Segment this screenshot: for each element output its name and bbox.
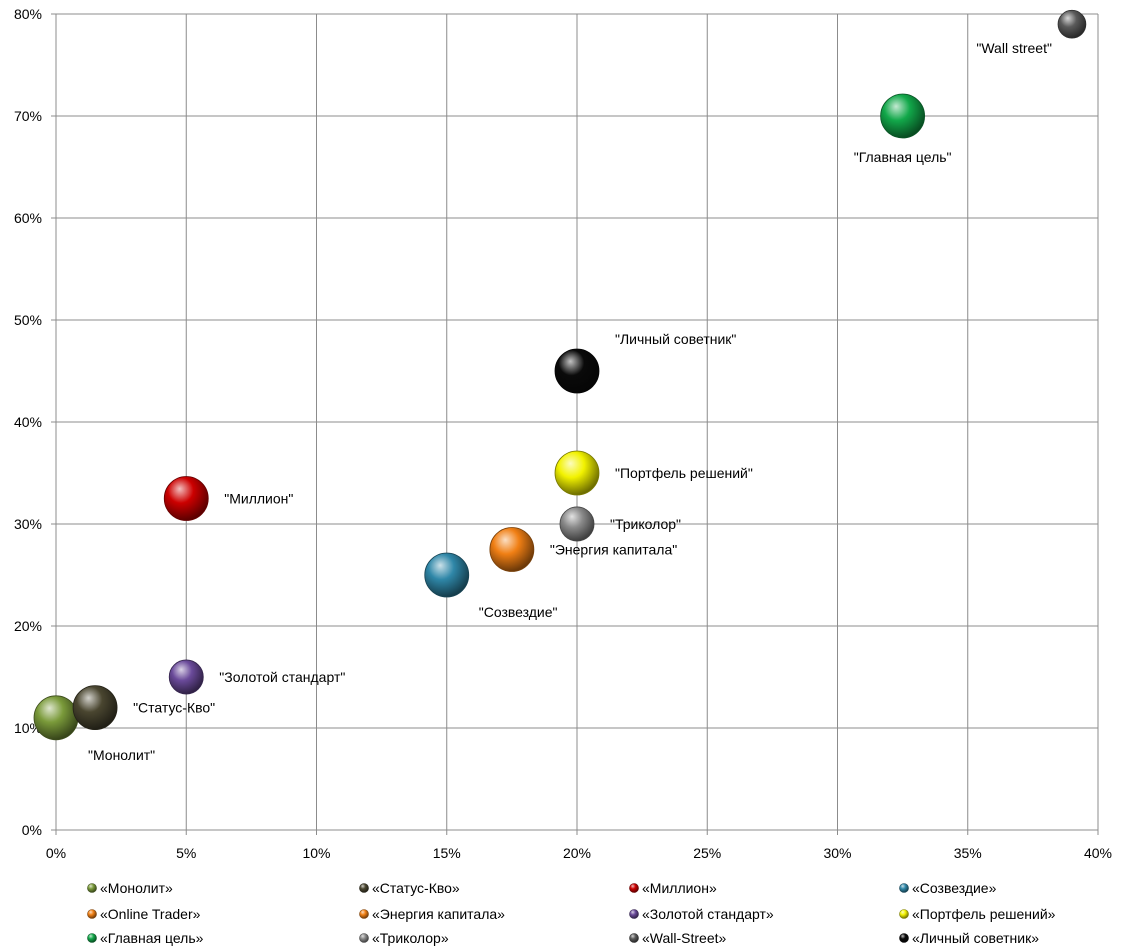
x-tick-label: 25% [693,845,721,861]
legend: «Монолит» «Статус-Кво» «Миллион» «Созвездие… [87,880,1056,946]
bubble-триколор [559,506,595,542]
data-label-триколор: "Триколор" [610,516,681,532]
legend-item-личный-советник: «Личный советник» [899,930,1039,946]
bubble-энергия-капитала [489,527,535,572]
y-tick-label: 0% [22,822,42,838]
data-label-созвездие: "Созвездие" [479,604,558,620]
bubble-wall-street [1057,9,1087,39]
x-tick-label: 0% [46,845,66,861]
legend-item-созвездие: «Созвездие» [899,880,997,896]
data-label-миллион: "Миллион" [224,491,293,507]
data-label-личный-советник: "Личный советник" [615,331,736,347]
legend-item-главная-цель: «Главная цель» [87,930,204,946]
legend-label: «Статус-Кво» [372,880,460,896]
legend-item-статус-кво: «Статус-Кво» [359,880,460,896]
bubbles [33,9,1087,741]
data-labels: "Монолит" "Статус-Кво" "Миллион" "Созвездие… [88,40,1052,763]
legend-label: «Золотой стандарт» [642,906,774,922]
legend-label: «Миллион» [642,880,717,896]
bubble-созвездие [424,552,470,598]
y-tick-label: 60% [14,210,42,226]
legend-label: «Триколор» [372,930,449,946]
legend-label: «Монолит» [100,880,173,896]
x-axis-ticks: 0% 5% 10% 15% 20% 25% 30% 35% 40% [46,830,1112,861]
y-tick-label: 40% [14,414,42,430]
data-label-энергия-капитала: "Энергия капитала" [550,542,677,558]
legend-item-online-trader: «Online Trader» [87,906,201,922]
legend-marker [629,883,639,893]
x-tick-label: 35% [954,845,982,861]
y-tick-label: 20% [14,618,42,634]
bubble-личный-советник [554,348,600,394]
legend-marker [87,909,97,919]
legend-item-триколор: «Триколор» [359,930,449,946]
legend-marker [87,883,97,893]
legend-marker [899,933,909,943]
legend-item-энергия-капитала: «Энергия капитала» [359,906,505,922]
legend-item-золотой-стандарт: «Золотой стандарт» [629,906,774,922]
x-tick-label: 5% [176,845,196,861]
legend-marker [87,933,97,943]
legend-marker [359,883,369,893]
data-label-золотой-стандарт: "Золотой стандарт" [219,669,345,685]
y-tick-label: 30% [14,516,42,532]
legend-label: «Портфель решений» [912,906,1056,922]
data-label-монолит: "Монолит" [88,747,155,763]
legend-item-монолит: «Монолит» [87,880,173,896]
legend-marker [629,933,639,943]
legend-marker [899,909,909,919]
legend-marker [629,909,639,919]
data-label-wall-street: "Wall street" [976,40,1052,56]
data-label-главная-цель: "Главная цель" [854,149,952,165]
bubble-статус-кво [72,685,118,730]
bubble-главная-цель [880,93,926,139]
legend-label: «Энергия капитала» [372,906,505,922]
bubble-золотой-стандарт [168,659,204,695]
x-tick-label: 30% [823,845,851,861]
bubble-миллион [163,476,209,521]
bubble-монолит [33,695,79,741]
x-tick-label: 20% [563,845,591,861]
legend-item-миллион: «Миллион» [629,880,717,896]
legend-label: «Online Trader» [100,906,201,922]
legend-marker [359,909,369,919]
y-tick-label: 80% [14,6,42,22]
data-label-портфель-решений: "Портфель решений" [615,465,753,481]
data-label-статус-кво: "Статус-Кво" [133,700,215,716]
bubble-портфель-решений [554,450,600,496]
x-tick-label: 10% [302,845,330,861]
legend-marker [899,883,909,893]
legend-item-wall-street: «Wall-Street» [629,930,727,946]
legend-label: «Личный советник» [912,930,1039,946]
legend-label: «Главная цель» [100,930,204,946]
y-tick-label: 50% [14,312,42,328]
legend-label: «Wall-Street» [642,930,727,946]
legend-marker [359,933,369,943]
legend-item-портфель-решений: «Портфель решений» [899,906,1056,922]
y-tick-label: 70% [14,108,42,124]
x-tick-label: 40% [1084,845,1112,861]
legend-label: «Созвездие» [912,880,997,896]
x-tick-label: 15% [433,845,461,861]
